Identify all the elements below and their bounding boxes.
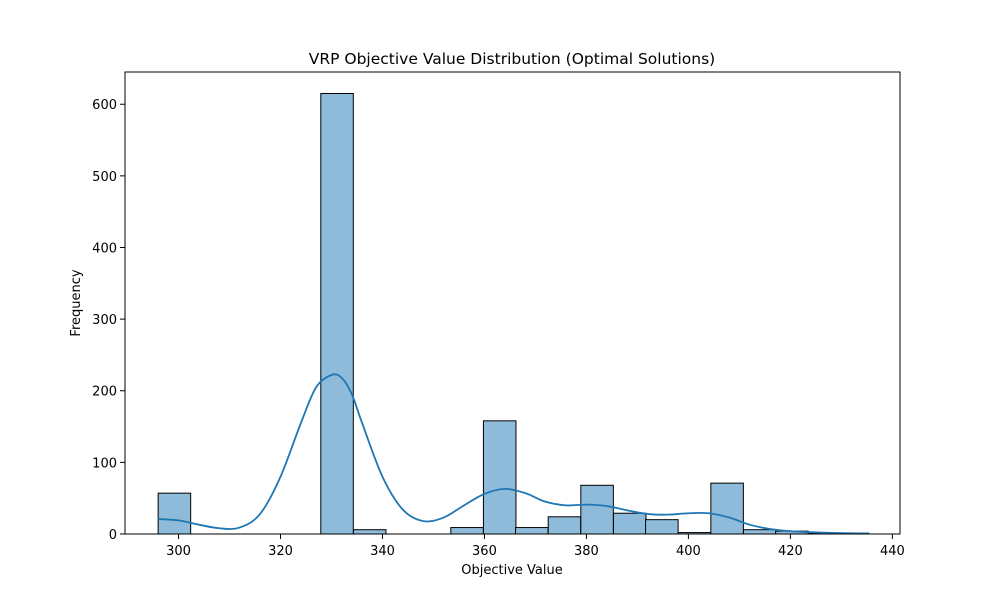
x-tick-label: 380 [574, 544, 599, 559]
axes-frame [124, 71, 901, 535]
histogram-bar-15 [645, 519, 679, 535]
x-tick-label: 440 [880, 544, 905, 559]
x-tick-label: 320 [268, 544, 293, 559]
histogram-bar-18 [742, 529, 777, 535]
kde-curve-group [158, 373, 870, 535]
histogram-bars [157, 92, 842, 535]
x-tick-label: 420 [778, 544, 803, 559]
histogram-bar-12 [547, 516, 582, 535]
kde-line [158, 373, 870, 535]
chart-title: VRP Objective Value Distribution (Optima… [309, 50, 715, 68]
x-tick-label: 300 [166, 544, 191, 559]
y-tick-label: 200 [92, 385, 117, 400]
histogram-bar-6 [352, 529, 387, 535]
y-tick-label: 0 [109, 528, 117, 543]
x-tick-label: 400 [676, 544, 701, 559]
histogram-bar-0 [157, 492, 192, 535]
y-axis-ticks: 0 100 200 300 400 500 600 [92, 98, 125, 543]
histogram-bar-10 [482, 420, 517, 535]
histogram-bar-9 [450, 527, 484, 535]
x-axis-label: Objective Value [461, 563, 562, 578]
y-tick-label: 100 [92, 456, 117, 471]
y-tick-label: 400 [92, 241, 117, 256]
x-tick-label: 340 [370, 544, 395, 559]
histogram-bar-17 [710, 482, 744, 535]
histogram-bar-14 [612, 512, 647, 535]
y-axis-label: Frequency [69, 269, 84, 336]
x-tick-label: 360 [472, 544, 497, 559]
y-tick-label: 300 [92, 313, 117, 328]
histogram-bar-13 [580, 484, 614, 535]
y-tick-label: 500 [92, 170, 117, 185]
y-tick-label: 600 [92, 98, 117, 113]
histogram-bar-5 [320, 92, 354, 535]
x-axis-ticks: 300 320 340 360 380 400 420 440 [166, 534, 905, 559]
histogram-bar-11 [515, 527, 549, 535]
